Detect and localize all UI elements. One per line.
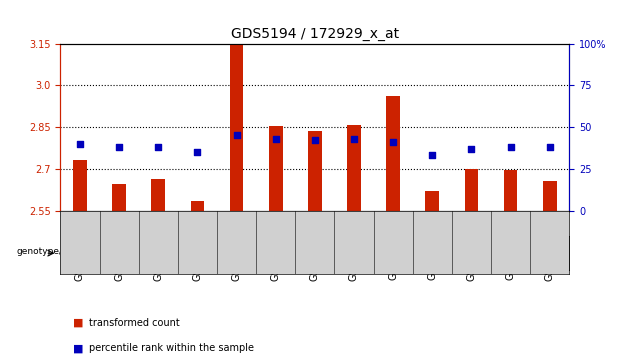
Text: genotype/variation: genotype/variation (17, 247, 103, 256)
Point (466, 146, 476, 152)
Point (349, 136, 359, 142)
Point (232, 132, 242, 138)
Point (114, 144, 124, 150)
Point (506, 144, 516, 150)
Bar (464, 170, 478, 211)
Bar (113, 184, 126, 211)
Point (544, 144, 555, 150)
Bar (504, 170, 517, 211)
Point (192, 149, 202, 155)
Point (270, 136, 280, 142)
Text: percentile rank within the sample: percentile rank within the sample (89, 343, 254, 354)
Point (153, 144, 163, 150)
Point (388, 139, 398, 145)
Bar (425, 191, 439, 211)
Point (427, 152, 438, 158)
Bar (269, 126, 282, 211)
Bar (347, 125, 361, 211)
Text: iap-1(qm150) mutant: iap-1(qm150) mutant (223, 248, 328, 258)
Bar (543, 181, 556, 211)
Bar (386, 97, 400, 211)
Bar (191, 201, 204, 211)
Title: GDS5194 / 172929_x_at: GDS5194 / 172929_x_at (231, 27, 399, 41)
Bar (308, 131, 322, 211)
Bar (230, 44, 244, 211)
Text: wild type: wild type (116, 248, 161, 258)
Text: iap-1(qm150) ced-4(n116
2) double mutant: iap-1(qm150) ced-4(n116 2) double mutant (429, 242, 553, 264)
Text: ced-4(n1162) mutant: ced-4(n1162) mutant (321, 248, 425, 258)
Point (75, 141, 85, 147)
Text: ■: ■ (73, 343, 84, 354)
Text: transformed count: transformed count (89, 318, 180, 328)
Text: ■: ■ (73, 318, 84, 328)
Bar (151, 179, 165, 211)
Point (310, 138, 320, 143)
Bar (73, 160, 87, 211)
